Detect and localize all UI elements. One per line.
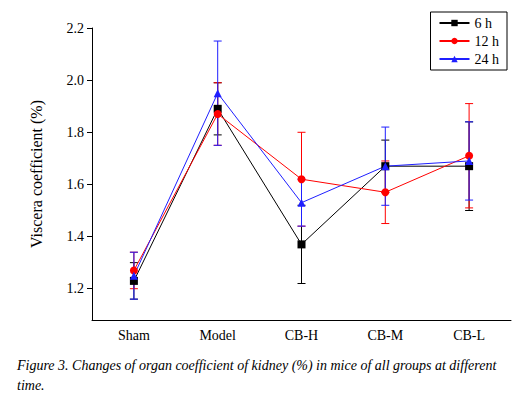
svg-text:1.6: 1.6 [67,177,85,192]
svg-text:1.8: 1.8 [67,125,85,140]
svg-text:Figure 3. Changes of organ coe: Figure 3. Changes of organ coefficient o… [16,358,500,374]
svg-text:CB-H: CB-H [285,328,318,343]
svg-text:2.2: 2.2 [67,21,85,36]
svg-text:Sham: Sham [118,328,150,343]
svg-text:Model: Model [199,328,236,343]
svg-text:CB-M: CB-M [367,328,403,343]
svg-text:CB-L: CB-L [453,328,485,343]
svg-text:2.0: 2.0 [67,73,85,88]
svg-text:1.2: 1.2 [67,281,85,296]
svg-text:12 h: 12 h [475,34,500,49]
svg-text:Viscera coefficient (%): Viscera coefficient (%) [28,100,46,248]
svg-text:6 h: 6 h [475,16,493,31]
svg-text:24 h: 24 h [475,52,500,67]
svg-text:1.4: 1.4 [67,229,85,244]
svg-text:time.: time. [17,378,45,393]
